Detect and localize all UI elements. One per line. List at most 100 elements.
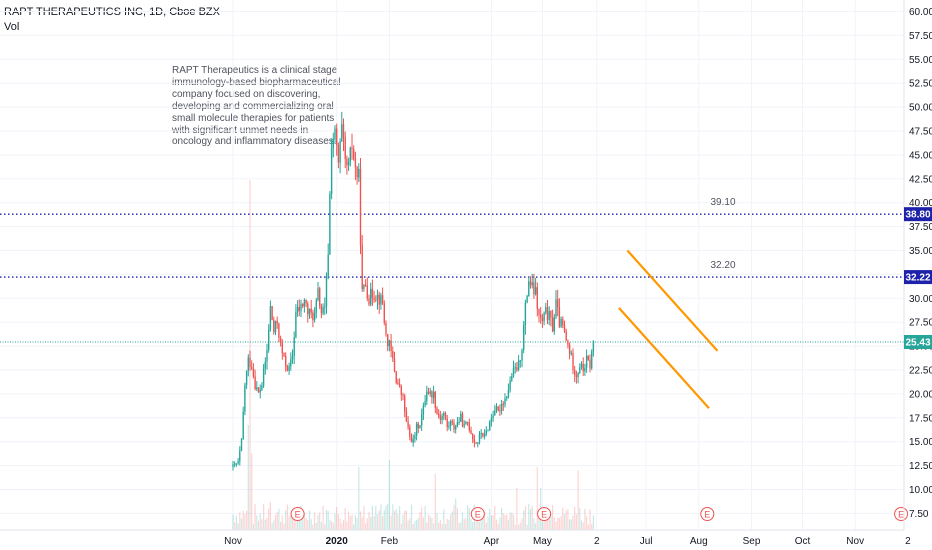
candle-body xyxy=(322,307,324,314)
candle-body xyxy=(300,304,302,311)
candle-body xyxy=(444,412,447,419)
candle-body xyxy=(432,391,435,398)
candle-body xyxy=(390,340,392,352)
volume-bar xyxy=(431,517,433,530)
channel-line-upper[interactable] xyxy=(626,249,719,352)
candle-body xyxy=(247,357,249,371)
candle-body xyxy=(448,425,450,428)
earnings-marker[interactable] xyxy=(290,507,305,521)
y-tick-label: 40.00 xyxy=(909,198,932,209)
candle-body xyxy=(417,423,419,429)
volume-bar xyxy=(365,523,367,530)
volume-bar xyxy=(273,519,275,530)
volume-bar xyxy=(450,514,452,530)
candle-body xyxy=(483,434,486,437)
candle-body xyxy=(341,124,343,142)
volume-bar xyxy=(395,508,397,530)
volume-label: Vol xyxy=(4,21,20,33)
volume-bar xyxy=(317,515,319,530)
candle-body xyxy=(456,422,459,427)
x-tick-label: Nov xyxy=(846,536,864,547)
volume-bar xyxy=(263,504,265,530)
price-axis[interactable]: 60.00 57.50 55.00 52.50 50.00 47.50 45.00 42.50… xyxy=(909,7,932,520)
volume-bar xyxy=(446,518,448,530)
volume-bar xyxy=(348,511,350,530)
gridlines xyxy=(0,0,904,530)
volume-bar xyxy=(261,518,263,530)
y-tick-label: 15.00 xyxy=(909,437,932,448)
candle-body xyxy=(269,306,272,330)
candle-body xyxy=(451,421,453,423)
volume-bar xyxy=(346,521,348,530)
volume-bar xyxy=(315,522,317,530)
y-tick-label: 27.50 xyxy=(909,318,932,329)
candle-body xyxy=(526,296,528,303)
volume-bar xyxy=(433,523,435,530)
volume-bar xyxy=(456,507,458,530)
x-tick-label: Sep xyxy=(743,536,761,547)
volume-bar xyxy=(563,513,566,530)
candle-body xyxy=(256,387,258,390)
candle-body xyxy=(468,422,470,431)
volume-bar xyxy=(385,505,387,530)
earnings-marker[interactable] xyxy=(700,507,715,521)
candle-body xyxy=(536,287,538,309)
candle-body xyxy=(449,421,452,426)
candle-body xyxy=(482,433,484,437)
volume-bar xyxy=(308,510,311,530)
candle-body xyxy=(516,367,518,370)
candle-body xyxy=(279,338,282,343)
candle-body xyxy=(426,391,428,402)
candle-body xyxy=(495,406,498,411)
volume-bar xyxy=(587,524,589,530)
volume-bar xyxy=(509,512,511,530)
volume-bar xyxy=(378,510,380,530)
candle-body xyxy=(584,367,586,372)
candle-body xyxy=(443,412,445,416)
volume-bar xyxy=(251,453,253,530)
volume-bar xyxy=(416,519,418,530)
y-tick-label: 45.00 xyxy=(909,150,932,161)
volume-bar xyxy=(572,515,574,530)
earnings-marker[interactable] xyxy=(537,507,552,521)
candle-body xyxy=(271,306,273,320)
candle-body xyxy=(461,413,464,427)
candle-body xyxy=(480,433,482,435)
channel-line-lower[interactable] xyxy=(618,307,710,409)
candle-body xyxy=(339,141,341,163)
candle-body xyxy=(251,367,253,369)
x-tick-label: May xyxy=(533,536,552,547)
time-axis[interactable]: Nov 2020 Feb Apr May 2 Jul Aug Sep Oct Nov 2 xyxy=(224,536,911,547)
candle-body xyxy=(580,363,583,368)
volume-bar xyxy=(324,524,326,530)
volume-bar xyxy=(560,516,562,530)
volume-bar xyxy=(434,474,436,530)
candle-body xyxy=(373,298,375,300)
volume-bar xyxy=(246,510,248,530)
volume-bar xyxy=(259,513,261,530)
candle-body xyxy=(499,410,501,412)
last-price-badge-text: 25.43 xyxy=(905,337,930,348)
x-tick-label: Aug xyxy=(690,536,708,547)
volume-bar xyxy=(307,520,309,530)
volume-bar xyxy=(512,514,515,530)
y-tick-label: 57.50 xyxy=(909,31,932,42)
candle-body xyxy=(353,148,355,159)
volume-bar xyxy=(582,522,584,530)
volume-bar xyxy=(511,512,513,530)
earnings-marker[interactable] xyxy=(470,507,485,521)
trend-channel[interactable] xyxy=(618,249,719,409)
candle-body xyxy=(281,342,283,353)
volume-bar xyxy=(482,513,484,530)
volume-bar xyxy=(548,519,550,530)
candle-body xyxy=(320,306,323,314)
candle-body xyxy=(438,413,440,417)
volume-bar xyxy=(589,509,591,530)
candle-body xyxy=(319,288,321,307)
volume-bar xyxy=(276,512,278,530)
candle-body xyxy=(347,162,350,166)
volume-bar xyxy=(444,524,447,530)
volume-bar xyxy=(592,515,594,530)
